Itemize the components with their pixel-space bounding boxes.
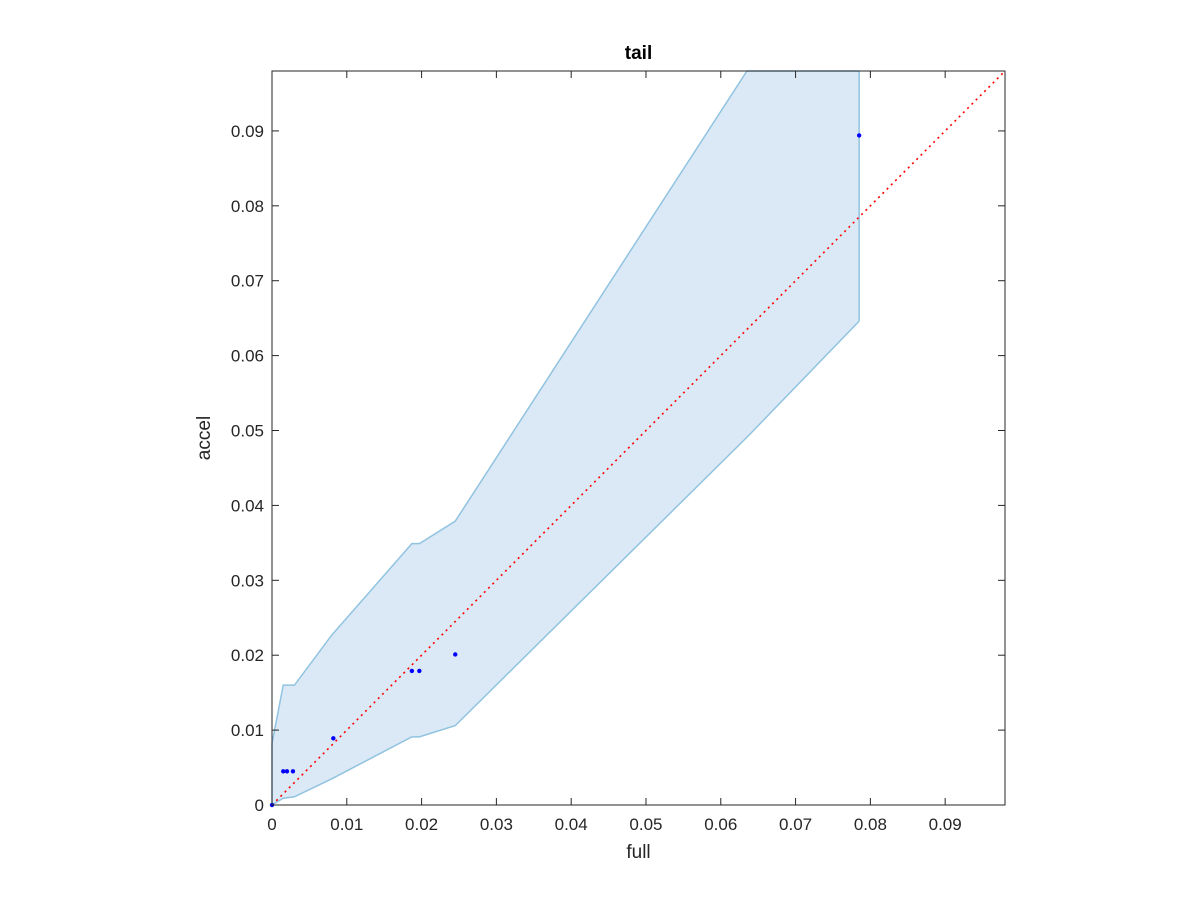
y-tick-label: 0 [255, 796, 264, 815]
identity-reference-line [271, 70, 1006, 806]
y-tick-label: 0.05 [231, 422, 264, 441]
x-tick-label: 0.08 [854, 815, 887, 834]
data-points [269, 133, 862, 808]
y-tick-label: 0.07 [231, 272, 264, 291]
data-point [453, 652, 458, 657]
y-tick-label: 0.01 [231, 721, 264, 740]
data-point [284, 769, 290, 774]
y-tick-label: 0.06 [231, 347, 264, 366]
confidence-band [271, 70, 860, 806]
data-point [290, 769, 296, 774]
x-tick-label: 0 [267, 815, 276, 834]
band-fill [272, 71, 860, 805]
x-tick-label: 0.01 [330, 815, 363, 834]
data-point [417, 668, 422, 674]
chart-title: tail [625, 43, 652, 64]
y-tick-label: 0.03 [231, 571, 264, 590]
y-tick-label: 0.04 [231, 496, 264, 515]
y-tick-label: 0.09 [231, 122, 264, 141]
x-tick-label: 0.07 [779, 815, 812, 834]
y-axis-ticks: 0 0.01 0.02 0.03 0.04 0.05 0.06 0.07 0.08 0.09 [231, 122, 1005, 815]
y-tick-label: 0.08 [231, 197, 264, 216]
band-upper-edge [271, 70, 860, 744]
plot-box [271, 70, 1006, 806]
x-tick-label: 0.03 [480, 815, 513, 834]
data-point [409, 668, 415, 674]
x-axis-ticks: 0 0.01 0.02 0.03 0.04 0.05 0.06 0.07 0.08 0.09 [267, 71, 962, 834]
identity-line [271, 70, 1006, 806]
y-axis-label: accel [194, 416, 215, 460]
x-tick-label: 0.04 [555, 815, 588, 834]
band-lower-edge [271, 320, 860, 806]
x-tick-label: 0.09 [929, 815, 962, 834]
y-tick-label: 0.02 [231, 646, 264, 665]
x-axis-label: full [626, 842, 650, 863]
x-tick-label: 0.02 [405, 815, 438, 834]
data-point [281, 769, 286, 774]
data-point [331, 736, 336, 741]
data-point [856, 133, 862, 138]
x-tick-label: 0.06 [704, 815, 737, 834]
x-tick-label: 0.05 [629, 815, 662, 834]
